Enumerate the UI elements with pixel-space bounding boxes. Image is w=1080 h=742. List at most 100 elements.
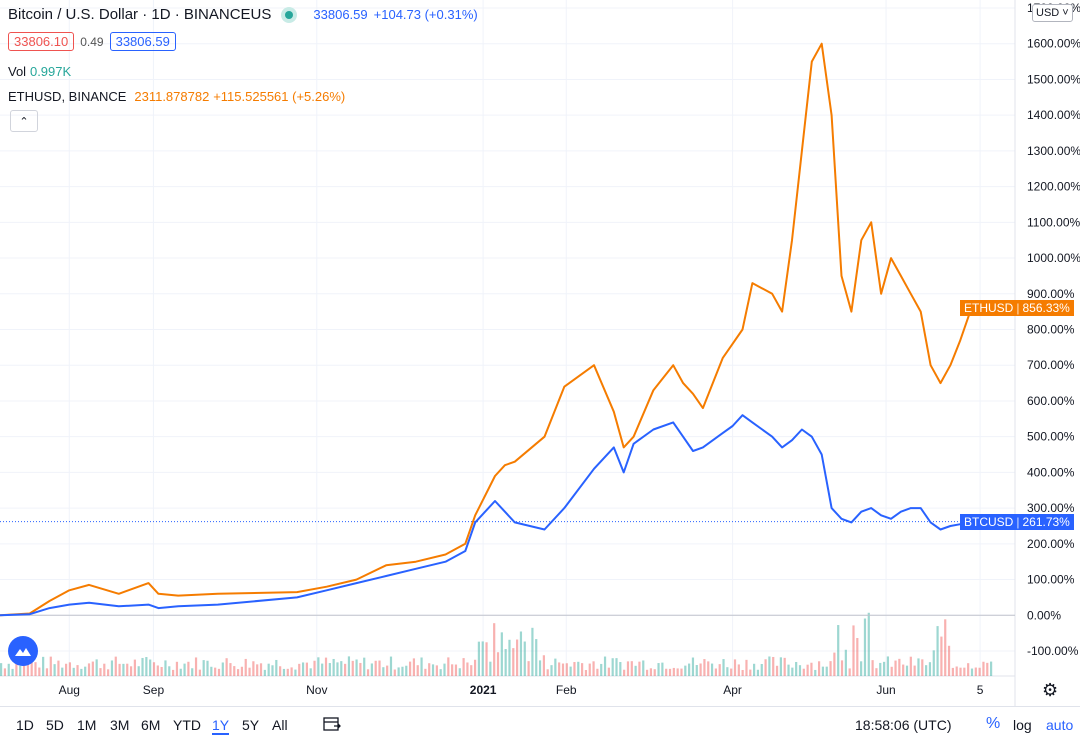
volume-bar [462, 658, 465, 676]
volume-bar [378, 660, 381, 676]
volume-bar [458, 668, 461, 676]
percent-scale-toggle[interactable]: % [986, 715, 1001, 732]
volume-bar [798, 665, 802, 676]
volume-bar [408, 661, 412, 676]
volume-bar [397, 667, 400, 676]
volume-bar [164, 660, 167, 676]
volume-bar [955, 666, 958, 676]
volume-bar [194, 657, 198, 676]
volume-bar [588, 663, 591, 676]
volume-bar [772, 656, 775, 676]
btc-tag-name: BTCUSD [964, 514, 1014, 529]
volume-bar [393, 669, 396, 676]
volume-bar [217, 668, 221, 676]
compare-legend[interactable]: ETHUSD, BINANCE 2311.878782 +115.525561 … [8, 88, 345, 104]
volume-bar [317, 657, 320, 676]
volume-bar [733, 659, 737, 676]
volume-bar [749, 669, 752, 676]
tradingview-logo[interactable] [8, 636, 38, 666]
volume-bar [810, 662, 813, 676]
volume-bar [42, 656, 45, 676]
volume-bar [710, 663, 714, 676]
volume-bar [638, 661, 641, 676]
log-scale-toggle[interactable]: log [1013, 717, 1032, 733]
y-tick-label: 700.00% [1027, 358, 1075, 372]
volume-bar [206, 660, 209, 676]
volume-bar [443, 663, 446, 676]
volume-bar [175, 661, 179, 676]
volume-bar [49, 656, 52, 676]
bid-price[interactable]: 33806.10 [8, 32, 75, 51]
volume-bar [649, 668, 653, 676]
volume-bar [57, 660, 60, 676]
volume-bar [527, 661, 530, 676]
volume-bar [764, 659, 767, 676]
volume-bar [428, 663, 431, 676]
volume-bar [714, 668, 717, 676]
timeframe-all[interactable]: All [272, 717, 288, 733]
currency-selector[interactable]: USD ˅ [1032, 4, 1073, 22]
volume-bar [374, 660, 377, 676]
volume-bar [672, 667, 675, 676]
bid-ask-row: 33806.10 0.49 33806.59 [8, 32, 176, 51]
volume-bar [301, 662, 305, 676]
volume-bar [22, 660, 26, 676]
timeframe-1m[interactable]: 1M [77, 717, 97, 733]
volume-bar [294, 669, 297, 676]
volume-bar [279, 666, 282, 676]
volume-bar [645, 669, 649, 676]
y-tick-label: 300.00% [1027, 501, 1075, 515]
timeframe-1d[interactable]: 1D [16, 717, 34, 733]
volume-bar [129, 666, 133, 676]
volume-bar [496, 652, 500, 676]
volume-bar [596, 668, 599, 676]
collapse-legend-button[interactable]: ⌃ [10, 110, 38, 132]
volume-bar [726, 667, 729, 676]
volume-bar [7, 663, 10, 676]
volume-bar [229, 663, 232, 676]
volume-bar [909, 656, 912, 676]
volume-bar [944, 619, 947, 676]
timeframe-5d[interactable]: 5D [46, 717, 64, 733]
volume-bar [179, 668, 182, 676]
volume-bar [240, 666, 244, 676]
volume-bar [126, 663, 129, 676]
volume-bar [821, 666, 825, 676]
volume-bar [974, 667, 977, 676]
date-range-button[interactable] [322, 715, 342, 738]
currency-label: USD [1036, 7, 1060, 19]
volume-bar [500, 632, 503, 676]
timeframe-1y[interactable]: 1Y [212, 717, 230, 735]
volume-bar [730, 668, 733, 676]
volume-bar [852, 625, 855, 676]
volume-bar [202, 660, 205, 676]
volume-bar [137, 666, 140, 676]
ask-price[interactable]: 33806.59 [109, 32, 176, 51]
settings-button[interactable]: ⚙ [1042, 680, 1058, 701]
volume-bar [840, 660, 844, 676]
spread-value: 0.49 [80, 34, 104, 49]
symbol-header[interactable]: Bitcoin / U.S. Dollar · 1D · BINANCEUS 3… [8, 6, 478, 23]
volume-bar [611, 658, 614, 676]
auto-scale-toggle[interactable]: auto [1046, 717, 1074, 733]
volume-bar [753, 663, 756, 676]
volume-bar [3, 668, 7, 676]
volume-bar [653, 669, 656, 676]
utc-clock[interactable]: 18:58:06 (UTC) [855, 717, 952, 733]
volume-bar [783, 657, 786, 676]
timeframe-ytd[interactable]: YTD [173, 717, 201, 733]
timeframe-5y[interactable]: 5Y [242, 717, 260, 733]
volume-legend[interactable]: Vol 0.997K [8, 63, 71, 79]
volume-bar [531, 627, 534, 676]
volume-bar [114, 656, 117, 676]
timeframe-6m[interactable]: 6M [141, 717, 161, 733]
volume-bar [932, 650, 935, 676]
price-chart[interactable]: 1700.00%1600.00%1500.00%1400.00%1300.00%… [0, 0, 1080, 706]
volume-bar [626, 661, 630, 676]
volume-bar [986, 662, 989, 676]
volume-bar [898, 658, 901, 676]
volume-bar [214, 667, 217, 676]
compare-symbol: ETHUSD, BINANCE [8, 89, 127, 104]
volume-bar [424, 668, 427, 676]
timeframe-3m[interactable]: 3M [110, 717, 130, 733]
